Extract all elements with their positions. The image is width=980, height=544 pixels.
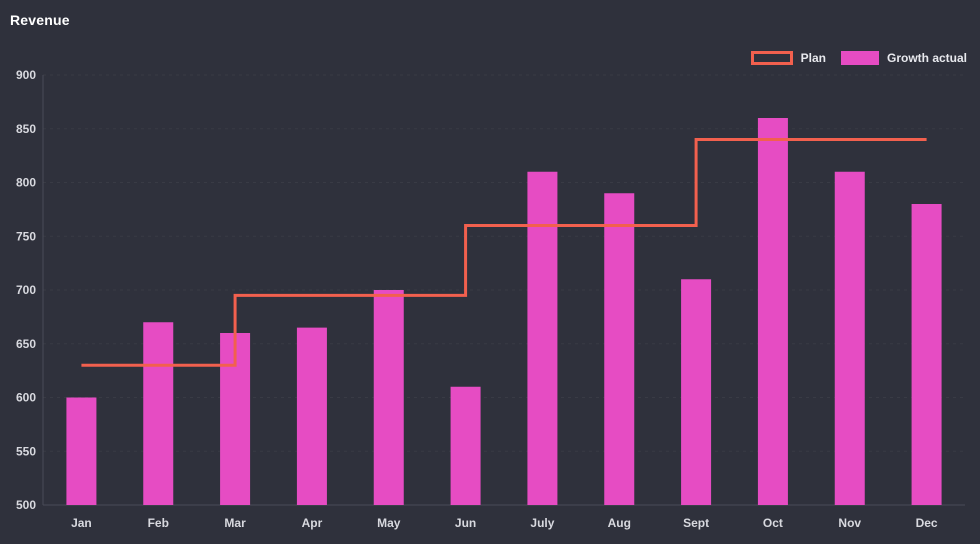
bar-feb — [143, 322, 174, 505]
bar-jun — [450, 386, 481, 505]
legend-item-plan[interactable]: Plan — [750, 51, 826, 65]
y-tick-label: 850 — [16, 122, 36, 136]
bar-july — [527, 171, 558, 505]
x-tick-label: July — [530, 516, 554, 530]
bar-apr — [296, 327, 327, 505]
bar-jan — [66, 397, 97, 505]
x-tick-label: Apr — [302, 516, 323, 530]
plan-line-swatch-icon — [750, 51, 793, 65]
x-tick-label: Dec — [916, 516, 938, 530]
chart-title: Revenue — [10, 12, 70, 28]
legend-label-growth-actual: Growth actual — [886, 51, 967, 65]
bar-oct — [757, 118, 788, 505]
x-tick-label: May — [377, 516, 401, 530]
x-tick-label: Nov — [838, 516, 861, 530]
y-tick-label: 600 — [16, 391, 36, 405]
y-tick-label: 750 — [16, 229, 36, 243]
x-tick-label: Sept — [683, 516, 709, 530]
x-tick-label: Oct — [763, 516, 783, 530]
bar-sept — [681, 279, 712, 505]
y-tick-label: 550 — [16, 444, 36, 458]
y-tick-label: 650 — [16, 337, 36, 351]
plan-step-line — [81, 138, 927, 367]
legend-item-growth-actual[interactable]: Growth actual — [840, 51, 967, 65]
bar-aug — [604, 193, 635, 505]
y-tick-label: 700 — [16, 283, 36, 297]
x-tick-label: Jun — [455, 516, 476, 530]
y-tick-label: 900 — [16, 68, 36, 82]
bar-nov — [834, 171, 865, 505]
y-tick-label: 800 — [16, 176, 36, 190]
x-tick-label: Jan — [71, 516, 92, 530]
legend: Plan Growth actual — [750, 51, 967, 65]
y-tick-label: 500 — [16, 498, 36, 512]
bar-dec — [911, 204, 942, 505]
x-tick-label: Aug — [608, 516, 631, 530]
legend-label-plan: Plan — [800, 51, 826, 65]
x-tick-label: Feb — [148, 516, 169, 530]
growth-actual-bar-swatch-icon — [840, 51, 879, 65]
bar-may — [373, 290, 404, 505]
x-tick-label: Mar — [224, 516, 246, 530]
